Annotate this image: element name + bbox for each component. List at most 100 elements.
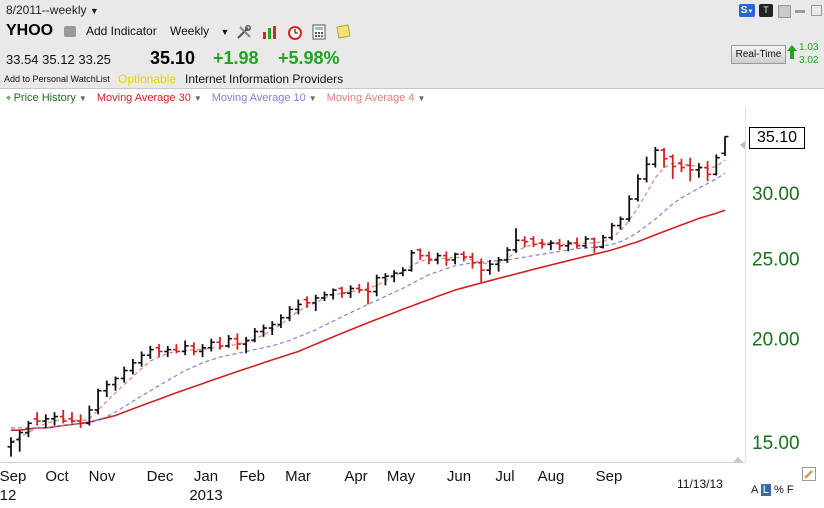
ohlc-bar xyxy=(225,335,233,348)
s-label: S xyxy=(740,5,748,16)
ohlc-bar xyxy=(7,437,15,457)
save-icon[interactable] xyxy=(778,5,791,18)
ohlc-bar xyxy=(486,259,494,275)
real-time-value-1: 1.03 xyxy=(799,42,819,53)
ohlc-bar xyxy=(251,328,259,343)
ohlc-bar xyxy=(242,336,250,354)
ohlc-bar xyxy=(33,412,41,426)
ohlc-bar xyxy=(294,299,302,315)
chevron-down-icon[interactable]: ▼ xyxy=(308,94,317,103)
real-time-button[interactable]: Real-Time xyxy=(731,45,786,64)
scale-percent[interactable]: % xyxy=(773,484,784,496)
indicator-moving-average-30[interactable]: Moving Average 30 ▼ xyxy=(97,92,202,104)
interval-selector[interactable]: Weekly ▼ xyxy=(170,24,229,38)
indicator-label: Moving Average 30 xyxy=(96,92,191,104)
ohlc-bar xyxy=(617,216,625,230)
open-value: 33.54 xyxy=(6,52,39,67)
series-line-moving-average-10 xyxy=(11,172,726,429)
tools-icon[interactable] xyxy=(236,24,252,40)
last-price-pointer-icon xyxy=(740,141,745,149)
ohlc-bar xyxy=(138,351,146,367)
maximize-icon[interactable] xyxy=(811,5,822,16)
minimize-icon[interactable] xyxy=(795,10,805,13)
up-arrow-icon xyxy=(787,45,797,59)
ohlc-bar xyxy=(146,345,154,359)
x-year-label: 2013 xyxy=(189,487,222,504)
edit-icon[interactable] xyxy=(802,467,816,481)
real-time-value-2: 3.02 xyxy=(799,55,819,66)
scale-f[interactable]: F xyxy=(786,484,794,496)
ohlc-bar xyxy=(686,157,694,182)
ohlc-bar xyxy=(164,345,172,358)
chevron-down-icon[interactable]: ▼ xyxy=(78,94,87,103)
ohlc-bar xyxy=(24,421,32,438)
ohlc-bar xyxy=(677,158,685,173)
ohlc-bar xyxy=(68,412,76,424)
y-tick-label: 20.00 xyxy=(752,330,800,351)
ohlc-bar xyxy=(216,336,224,350)
chevron-down-icon[interactable]: ▼ xyxy=(417,94,426,103)
scale-a[interactable]: A xyxy=(751,484,758,496)
t-button[interactable]: T xyxy=(759,4,773,17)
note-icon[interactable] xyxy=(335,24,351,40)
low-value: 33.25 xyxy=(78,52,111,67)
ohlc-bar xyxy=(155,344,163,358)
add-indicator-button[interactable]: Add Indicator xyxy=(86,24,157,38)
ohlc-bar xyxy=(181,340,189,356)
ohlc-bar xyxy=(538,238,546,249)
scale-log[interactable]: L xyxy=(760,484,771,496)
price-history-icon: ⌖ xyxy=(6,93,14,103)
ohlc-bar xyxy=(634,174,642,202)
indicator-moving-average-4[interactable]: Moving Average 4 ▼ xyxy=(327,92,426,104)
y-tick-label: 15.00 xyxy=(752,433,800,454)
print-icon[interactable] xyxy=(64,26,76,37)
indicator-price-history[interactable]: ⌖ Price History ▼ xyxy=(6,92,87,104)
add-to-watchlist-link[interactable]: Add to Personal WatchList xyxy=(4,74,110,84)
ohlc-bar xyxy=(42,414,50,428)
ohlc-bar xyxy=(599,234,607,249)
ohlc-bar xyxy=(495,257,503,272)
ohlc-bar xyxy=(547,240,555,250)
ohlc-bar xyxy=(390,270,398,283)
chevron-down-icon: ▼ xyxy=(89,6,99,16)
chevron-down-icon[interactable]: ▼ xyxy=(193,94,202,103)
y-tick-label: 25.00 xyxy=(752,249,800,270)
ohlc-bar xyxy=(51,412,59,426)
ohlc-bar xyxy=(643,156,651,183)
ohlc-bar xyxy=(582,236,590,249)
ohlc-bar xyxy=(129,358,137,375)
s-button[interactable]: S▼ xyxy=(739,4,755,17)
ohlc-bar xyxy=(512,228,520,253)
x-tick-label: Dec xyxy=(147,468,174,485)
ohlc-bar xyxy=(503,247,511,263)
period-selector[interactable]: 8/2011--weekly ▼ xyxy=(6,3,99,17)
indicator-label: Price History xyxy=(13,92,76,104)
chevron-down-icon: ▼ xyxy=(220,27,230,37)
ohlc-bar xyxy=(16,430,24,452)
ohlc-bar xyxy=(460,251,468,262)
ohlc-bar xyxy=(408,249,416,272)
ohlc-bar xyxy=(521,236,529,248)
calculator-icon[interactable] xyxy=(311,24,327,40)
x-year-label: 12 xyxy=(0,487,16,504)
alarm-icon[interactable] xyxy=(287,24,303,40)
ohlc-bar xyxy=(120,366,128,383)
x-tick-label: Mar xyxy=(285,468,311,485)
price-change: +1.98 xyxy=(213,48,259,68)
high-value: 35.12 xyxy=(42,52,75,67)
scale-options[interactable]: A L % F xyxy=(751,484,794,496)
ohlc-bar xyxy=(712,154,720,176)
chart-icon[interactable] xyxy=(262,24,278,40)
scroll-left-icon xyxy=(733,457,743,462)
ohlc-bar xyxy=(704,160,712,182)
ohlc-bar xyxy=(529,236,537,248)
ohlc-bar xyxy=(434,252,442,265)
optionable-label: Optionable xyxy=(118,72,177,86)
indicator-moving-average-10[interactable]: Moving Average 10 ▼ xyxy=(212,92,317,104)
ohlc-bar xyxy=(85,405,93,426)
ohlc-bar xyxy=(651,146,659,168)
ohlc-bar xyxy=(207,338,215,352)
x-tick-label: Oct xyxy=(45,468,69,485)
ohlc-bar xyxy=(286,306,294,322)
ohlc-bar xyxy=(94,388,102,415)
